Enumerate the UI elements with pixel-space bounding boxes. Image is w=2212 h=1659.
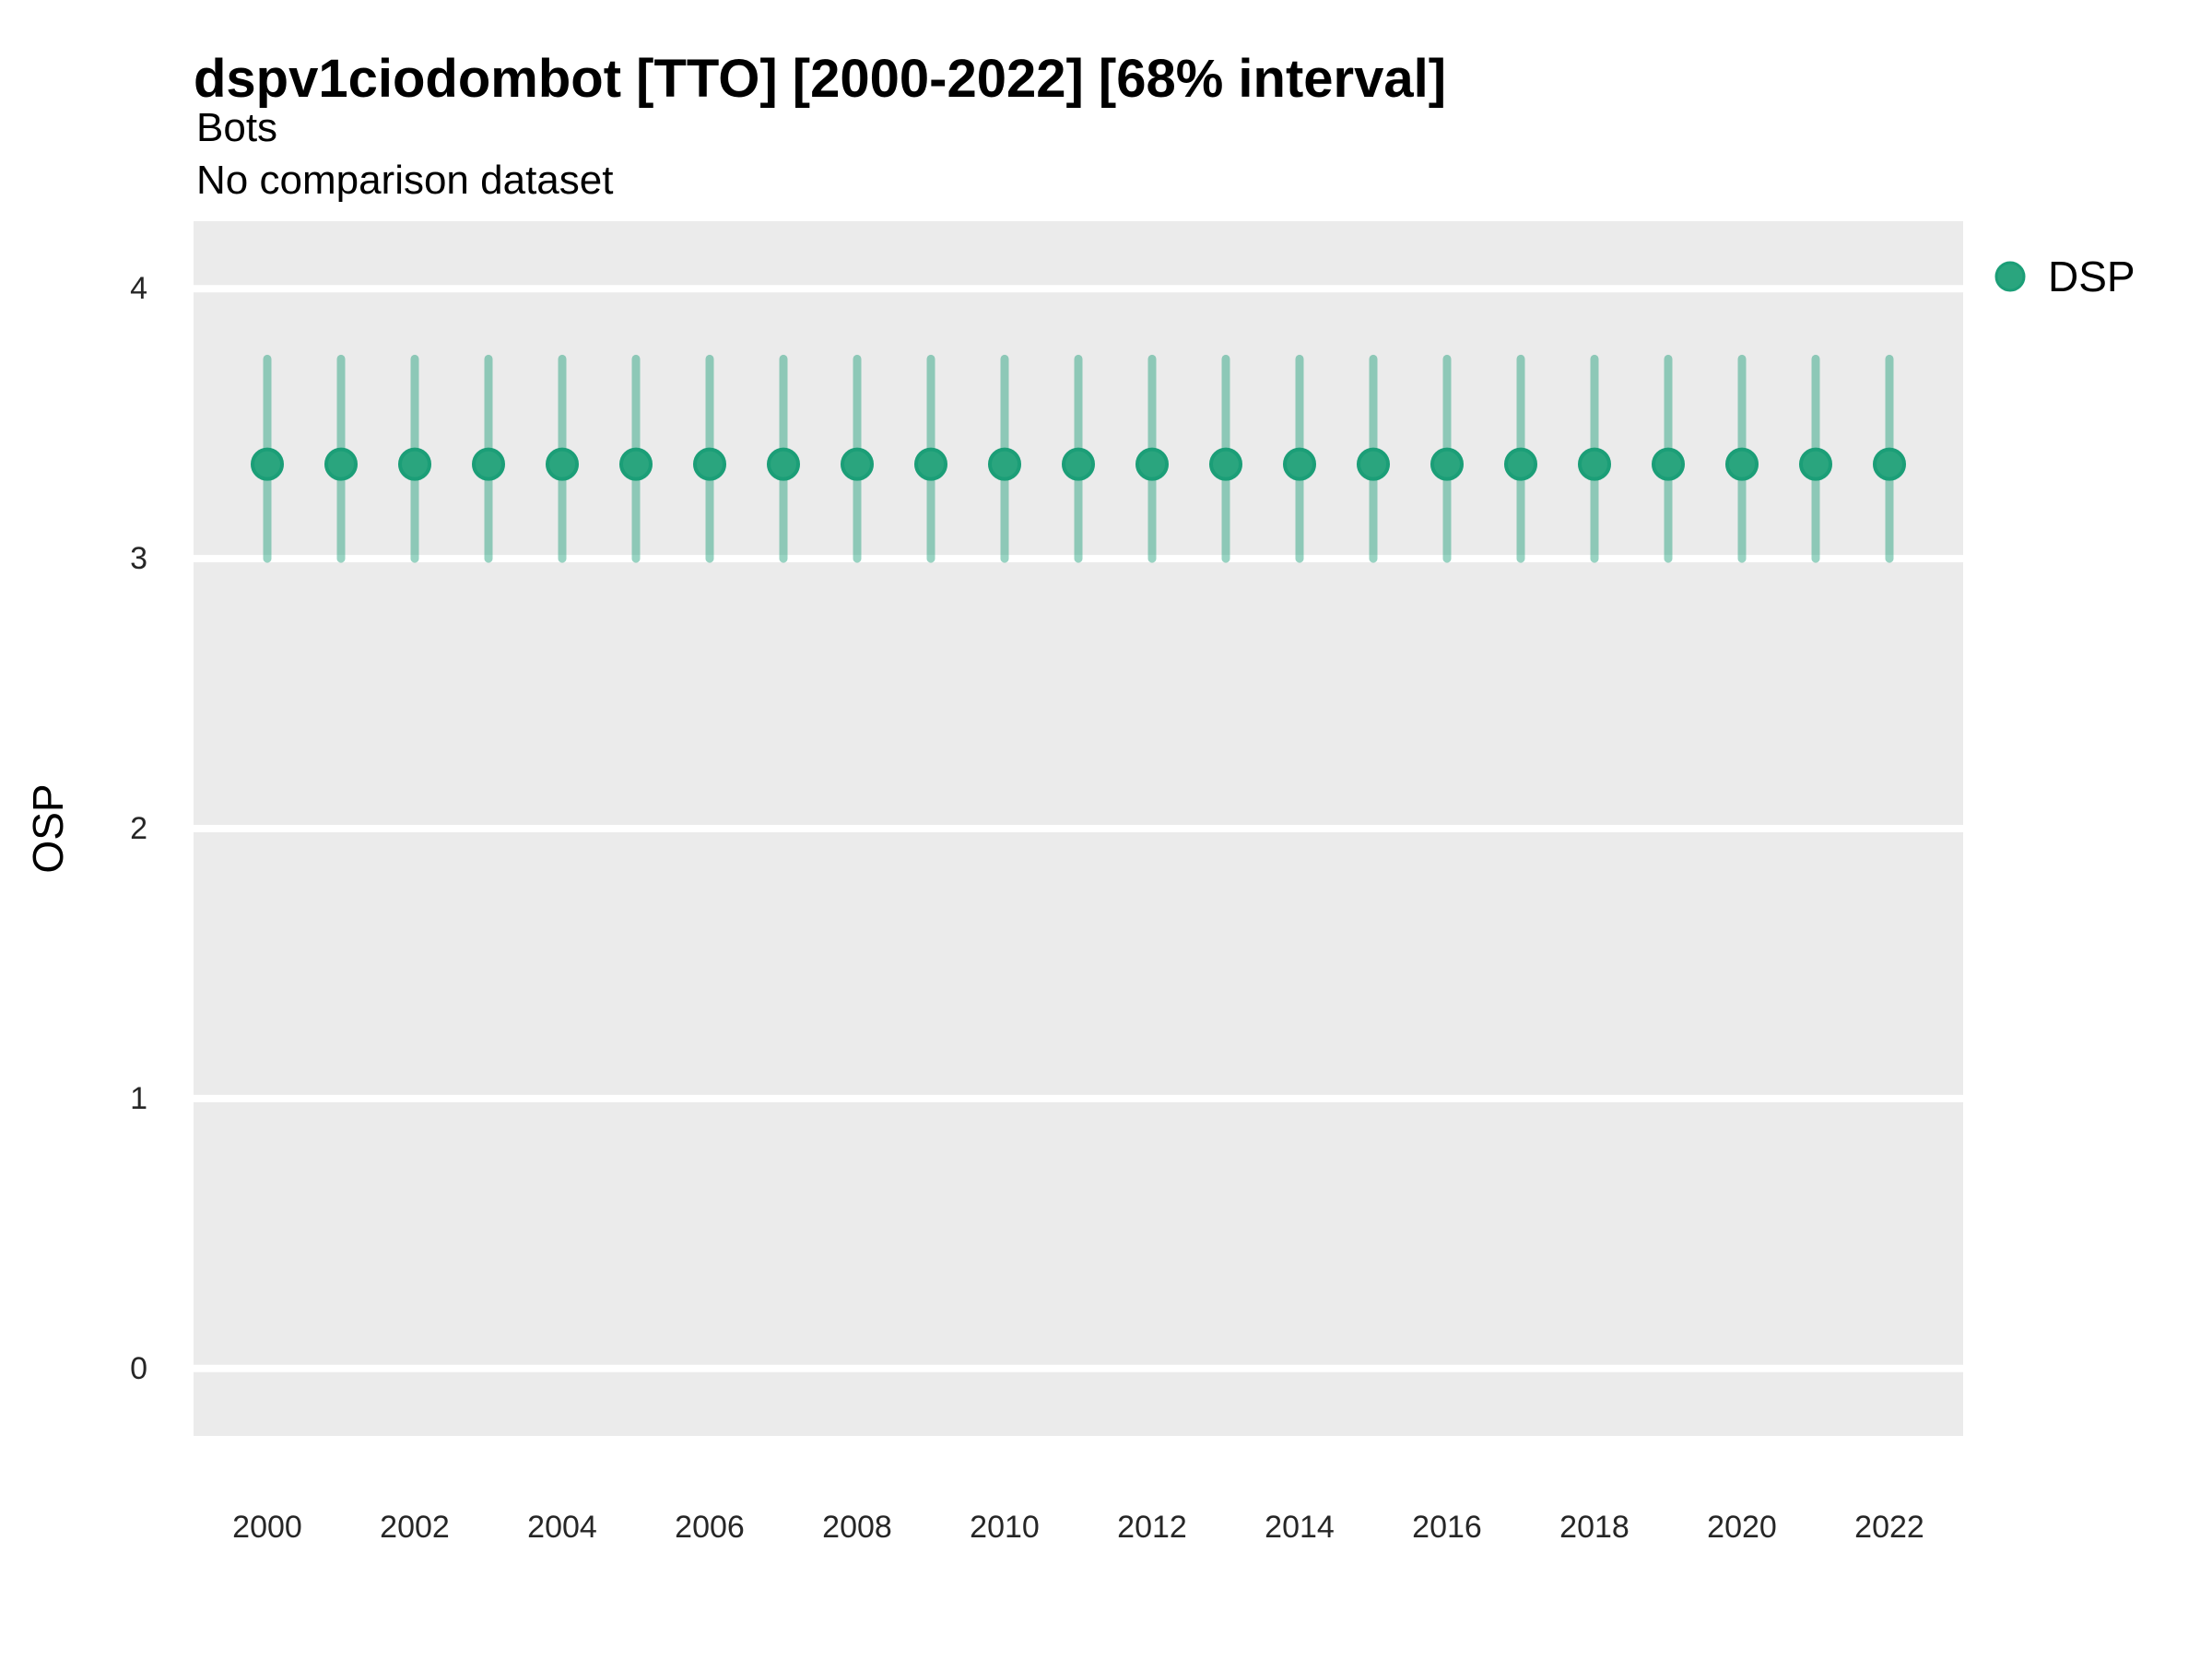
x-tick-label: 2016 [1412,1510,1482,1545]
y-tick-label: 2 [130,811,147,846]
x-tick-label: 2020 [1707,1510,1777,1545]
y-axis-title: OSP [24,783,72,873]
data-point [914,447,947,481]
x-tick-label: 2002 [380,1510,450,1545]
gridline-y [194,555,1963,563]
data-point [693,447,726,481]
x-tick-label: 2018 [1559,1510,1630,1545]
data-point [1873,447,1906,481]
data-point [1062,447,1095,481]
x-tick-label: 2008 [822,1510,892,1545]
gridline-y [194,825,1963,832]
data-point [841,447,874,481]
data-point [398,447,431,481]
data-point [767,447,800,481]
data-point [251,447,284,481]
data-point [472,447,505,481]
x-tick-label: 2000 [232,1510,302,1545]
gridline-y [194,1094,1963,1102]
data-point [988,447,1021,481]
legend-label: DSP [2048,253,2136,300]
data-point [324,447,358,481]
legend-swatch [1994,261,2026,292]
x-tick-label: 2022 [1854,1510,1924,1545]
data-point [1209,447,1242,481]
data-point [1578,447,1611,481]
y-tick-label: 3 [130,541,147,576]
data-point [1652,447,1685,481]
gridline-y [194,285,1963,293]
data-point [1135,447,1169,481]
x-tick-label: 2004 [527,1510,597,1545]
data-point [1283,447,1316,481]
chart-title: dspv1ciodombot [TTO] [2000-2022] [68% in… [194,49,1447,109]
y-tick-label: 1 [130,1081,147,1116]
x-tick-label: 2012 [1117,1510,1187,1545]
x-tick-label: 2010 [970,1510,1040,1545]
x-tick-label: 2014 [1265,1510,1335,1545]
data-point [1725,447,1759,481]
comparison-note: No comparison dataset [196,158,614,203]
x-tick-label: 2006 [675,1510,745,1545]
chart-subtitle: Bots [196,105,278,150]
data-point [546,447,579,481]
data-point [1504,447,1537,481]
data-point [1430,447,1464,481]
y-tick-label: 4 [130,271,147,306]
data-point [1799,447,1832,481]
y-tick-label: 0 [130,1351,147,1386]
data-point [619,447,653,481]
gridline-y [194,1364,1963,1372]
data-point [1357,447,1390,481]
